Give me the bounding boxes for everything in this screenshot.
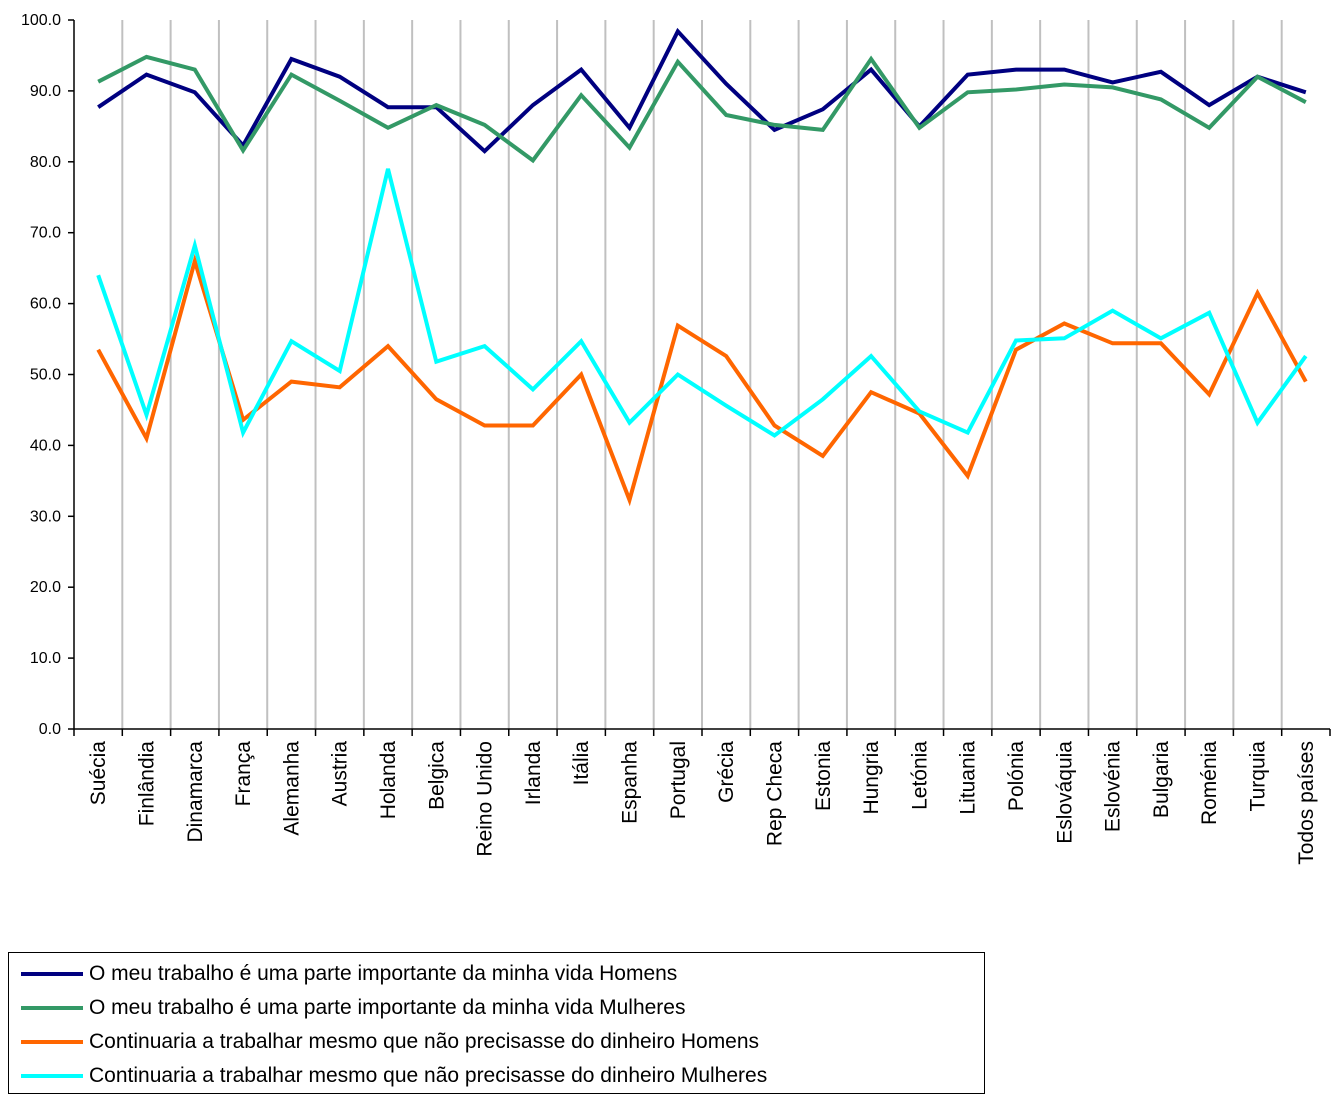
y-tick-label: 100.0 (21, 12, 61, 29)
legend: O meu trabalho é uma parte importante da… (8, 952, 985, 1094)
y-axis: 0.0 10.0 20.0 30.0 40.0 50.0 60.0 70.0 80.0 90.0 1… (21, 12, 75, 738)
x-category-label: Grécia (715, 741, 738, 803)
x-category-label: Hungria (860, 741, 883, 815)
x-category-label: Estonia (812, 741, 835, 811)
x-category-label: Todos países (1295, 741, 1318, 865)
legend-label: Continuaria a trabalhar mesmo que não pr… (89, 1064, 768, 1087)
x-category-label: Letónia (908, 741, 931, 810)
x-category-label: Turquia (1247, 741, 1270, 812)
legend-swatch (21, 972, 83, 976)
legend-swatch (21, 1006, 83, 1010)
x-category-label: Alemanha (280, 741, 303, 836)
y-tick-label: 90.0 (30, 83, 61, 100)
line-chart: 0.0 10.0 20.0 30.0 40.0 50.0 60.0 70.0 80.0 90.0 1… (21, 12, 1331, 865)
x-category-label: Rep Checa (763, 741, 786, 846)
series-line-1 (97, 27, 1307, 154)
x-category-label: Eslováquia (1053, 741, 1076, 844)
x-category-label: Portugal (667, 741, 690, 819)
x-category-label: Belgica (425, 741, 448, 810)
x-category-label: Roménia (1198, 741, 1221, 825)
legend-item-homens-trabalho: O meu trabalho é uma parte importante da… (21, 957, 677, 991)
legend-label: O meu trabalho é uma parte importante da… (89, 996, 686, 1019)
x-category-label: França (232, 741, 255, 807)
x-category-label: Bulgaria (1150, 741, 1173, 818)
x-category-label: Reino Unido (474, 741, 497, 857)
legend-label: Continuaria a trabalhar mesmo que não pr… (89, 1030, 760, 1053)
x-category-label: Dinamarca (184, 741, 207, 843)
y-tick-label: 40.0 (30, 437, 61, 454)
x-category-label: Espanha (619, 741, 642, 824)
series-line-4 (96, 168, 1308, 439)
x-axis: Suécia Finlândia Dinamarca França Alemanha Au… (73, 728, 1331, 865)
legend-swatch (21, 1040, 83, 1044)
x-category-label: Lituania (957, 741, 980, 815)
x-category-label: Irlanda (522, 741, 545, 806)
legend-item-mulheres-trabalho: O meu trabalho é uma parte importante da… (21, 991, 685, 1025)
legend-item-homens-dinheiro: Continuaria a trabalhar mesmo que não pr… (21, 1025, 759, 1059)
y-tick-label: 60.0 (30, 296, 61, 313)
legend-swatch (21, 1074, 83, 1078)
y-tick-label: 20.0 (30, 579, 61, 596)
x-category-label: Itália (570, 741, 593, 786)
series-lines (96, 27, 1308, 507)
series-line-3 (96, 253, 1308, 507)
series-line-2 (97, 54, 1307, 164)
y-tick-label: 30.0 (30, 508, 61, 525)
y-tick-label: 50.0 (30, 367, 61, 384)
x-category-label: Polónia (1005, 741, 1028, 811)
x-category-label: Holanda (377, 741, 400, 820)
legend-item-mulheres-dinheiro: Continuaria a trabalhar mesmo que não pr… (21, 1059, 767, 1093)
x-category-label: Eslovénia (1102, 741, 1125, 832)
x-category-label: Finlândia (135, 741, 158, 827)
y-tick-label: 80.0 (30, 154, 61, 171)
y-tick-label: 70.0 (30, 225, 61, 242)
legend-label: O meu trabalho é uma parte importante da… (89, 962, 678, 985)
x-category-label: Austria (329, 741, 352, 807)
grid-lines (121, 20, 1283, 729)
y-tick-label: 10.0 (30, 650, 61, 667)
x-category-label: Suécia (87, 741, 110, 806)
y-tick-label: 0.0 (39, 721, 61, 738)
